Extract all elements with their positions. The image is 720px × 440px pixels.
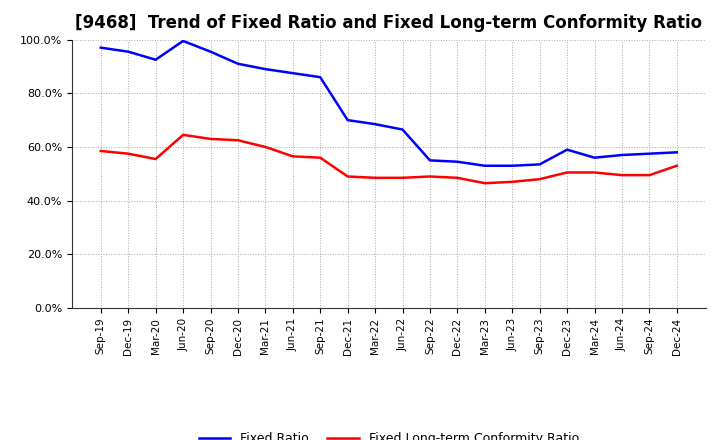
Fixed Long-term Conformity Ratio <box>151 156 160 161</box>
Fixed Ratio <box>261 66 270 72</box>
Fixed Long-term Conformity Ratio <box>672 163 681 169</box>
Fixed Ratio <box>179 38 187 44</box>
Legend: Fixed Ratio, Fixed Long-term Conformity Ratio: Fixed Ratio, Fixed Long-term Conformity … <box>194 427 584 440</box>
Fixed Ratio <box>536 162 544 167</box>
Fixed Long-term Conformity Ratio <box>453 175 462 180</box>
Fixed Ratio <box>371 121 379 127</box>
Fixed Long-term Conformity Ratio <box>289 154 297 159</box>
Fixed Ratio <box>508 163 516 169</box>
Fixed Long-term Conformity Ratio <box>179 132 187 138</box>
Fixed Ratio <box>618 152 626 158</box>
Fixed Long-term Conformity Ratio <box>590 170 599 175</box>
Fixed Ratio <box>563 147 572 152</box>
Fixed Ratio <box>316 74 325 80</box>
Fixed Long-term Conformity Ratio <box>343 174 352 179</box>
Fixed Long-term Conformity Ratio <box>124 151 132 156</box>
Fixed Long-term Conformity Ratio <box>206 136 215 142</box>
Fixed Ratio <box>151 57 160 62</box>
Fixed Ratio <box>96 45 105 50</box>
Fixed Ratio <box>398 127 407 132</box>
Fixed Ratio <box>453 159 462 165</box>
Fixed Ratio <box>124 49 132 54</box>
Fixed Ratio <box>672 150 681 155</box>
Fixed Ratio <box>206 49 215 54</box>
Fixed Long-term Conformity Ratio <box>261 144 270 150</box>
Fixed Long-term Conformity Ratio <box>480 180 489 186</box>
Fixed Ratio <box>645 151 654 156</box>
Fixed Ratio <box>426 158 434 163</box>
Fixed Long-term Conformity Ratio <box>426 174 434 179</box>
Line: Fixed Long-term Conformity Ratio: Fixed Long-term Conformity Ratio <box>101 135 677 183</box>
Fixed Long-term Conformity Ratio <box>536 176 544 182</box>
Fixed Long-term Conformity Ratio <box>316 155 325 160</box>
Fixed Ratio <box>289 70 297 76</box>
Fixed Long-term Conformity Ratio <box>563 170 572 175</box>
Title: [9468]  Trend of Fixed Ratio and Fixed Long-term Conformity Ratio: [9468] Trend of Fixed Ratio and Fixed Lo… <box>75 15 703 33</box>
Fixed Long-term Conformity Ratio <box>398 175 407 180</box>
Fixed Ratio <box>480 163 489 169</box>
Line: Fixed Ratio: Fixed Ratio <box>101 41 677 166</box>
Fixed Ratio <box>590 155 599 160</box>
Fixed Long-term Conformity Ratio <box>96 148 105 154</box>
Fixed Long-term Conformity Ratio <box>508 179 516 184</box>
Fixed Long-term Conformity Ratio <box>645 172 654 178</box>
Fixed Ratio <box>343 117 352 123</box>
Fixed Long-term Conformity Ratio <box>233 138 242 143</box>
Fixed Long-term Conformity Ratio <box>618 172 626 178</box>
Fixed Long-term Conformity Ratio <box>371 175 379 180</box>
Fixed Ratio <box>233 61 242 66</box>
